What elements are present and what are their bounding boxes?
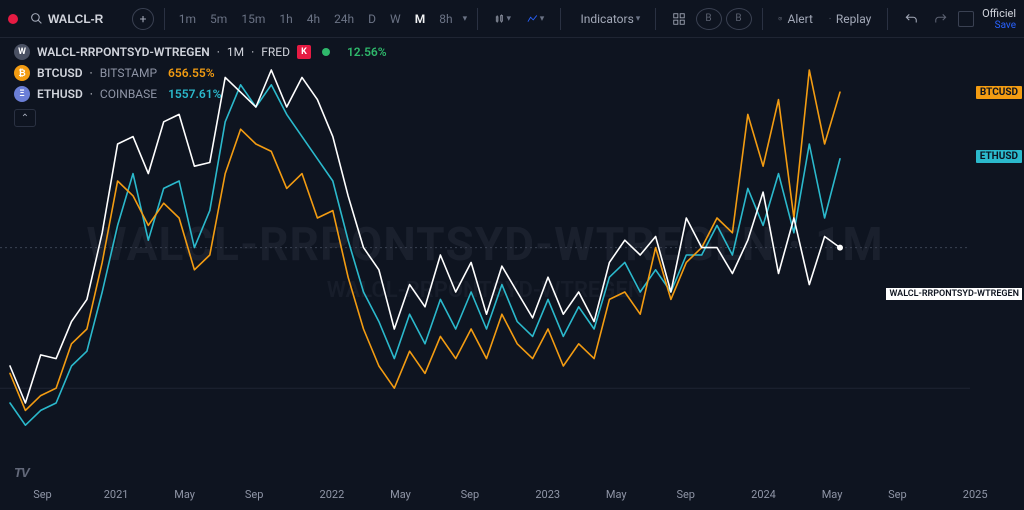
xlabel: 2025 <box>963 488 988 501</box>
timeframe-1h[interactable]: 1h <box>275 12 296 26</box>
alert-label: Alert <box>788 12 813 26</box>
legend-main-tf: 1M <box>227 45 244 59</box>
xlabel: 2021 <box>104 488 129 501</box>
line-tool-button[interactable]: ▾ <box>521 6 550 32</box>
timeframe-8h[interactable]: 8h <box>435 12 456 26</box>
replay-button[interactable]: Replay <box>823 6 877 32</box>
xlabel: Sep <box>33 488 52 501</box>
xlabel: 2023 <box>535 488 560 501</box>
symbol-search[interactable] <box>24 6 126 32</box>
legend-main-pct: 12.56% <box>347 45 387 59</box>
legend-btc-pct: 656.55% <box>168 66 215 80</box>
legend-main-badge: W <box>14 44 30 60</box>
top-toolbar: + 1m 5m 15m 1h 4h 24h DWM 8h ▾ ▾ ▾ Indicators ▾… <box>0 0 1024 38</box>
legend-btc-src: BITSTAMP <box>100 66 157 80</box>
chart-legend: W WALCL-RRPONTSYD-WTREGEN · 1M · FRED K … <box>14 44 387 127</box>
indicators-button[interactable]: Indicators ▾ <box>571 6 645 32</box>
tv-dot-icon <box>8 14 18 24</box>
price-scale[interactable]: BTCUSD ETHUSD <box>970 0 1022 510</box>
timeframe-1m[interactable]: 1m <box>175 12 200 26</box>
symbol-input[interactable] <box>48 12 120 26</box>
app-root: + 1m5m15m1h4h24hDWM8h ▾ ▾ ▾ Indicators ▾… <box>0 0 1024 510</box>
timeframe-15m[interactable]: 15m <box>237 12 269 26</box>
timeframe-24h[interactable]: 24h <box>330 12 358 26</box>
timeframe-group: 1m 5m 15m 1h 4h 24h DWM 8h <box>175 12 457 26</box>
legend-collapse-button[interactable]: ⌃ <box>14 109 36 127</box>
undo-button[interactable] <box>898 6 924 32</box>
xlabel: May <box>822 488 843 501</box>
timeframe-5m[interactable]: 5m <box>206 12 231 26</box>
redo-button[interactable] <box>928 6 954 32</box>
legend-main-source: FRED <box>261 45 290 59</box>
add-symbol-button[interactable]: + <box>132 8 154 30</box>
legend-btc-symbol: BTCUSD <box>37 66 83 80</box>
xlabel: Sep <box>245 488 264 501</box>
timeframe-W[interactable]: W <box>386 12 405 26</box>
search-icon <box>30 12 43 25</box>
alert-button[interactable]: Alert <box>772 6 819 32</box>
chip-eth: ETHUSD <box>976 150 1022 163</box>
timeframe-M[interactable]: M <box>411 12 430 26</box>
line-chart-icon <box>527 11 538 27</box>
replay-icon <box>829 12 831 25</box>
xlabel: Sep <box>676 488 695 501</box>
status-dot-icon <box>322 48 330 56</box>
circle-b-button-1[interactable]: B <box>696 8 722 30</box>
tf-dropdown-icon[interactable]: ▾ <box>463 14 468 24</box>
replay-label: Replay <box>836 12 872 26</box>
legend-eth-row[interactable]: Ξ ETHUSD · COINBASE 1557.61% <box>14 86 387 102</box>
indicators-label: Indicators <box>580 12 633 26</box>
legend-main-row[interactable]: W WALCL-RRPONTSYD-WTREGEN · 1M · FRED K … <box>14 44 387 60</box>
legend-eth-symbol: ETHUSD <box>37 87 83 101</box>
legend-main-symbol: WALCL-RRPONTSYD-WTREGEN <box>37 45 210 59</box>
xlabel: Sep <box>461 488 480 501</box>
timeframe-D[interactable]: D <box>364 12 380 26</box>
redo-icon <box>934 12 948 26</box>
xlabel: 2022 <box>320 488 345 501</box>
legend-eth-pct: 1557.61% <box>168 87 221 101</box>
alert-icon <box>778 11 782 26</box>
xlabel: May <box>606 488 627 501</box>
candles-icon <box>494 11 505 27</box>
btc-badge-icon: ₿ <box>14 65 30 81</box>
legend-eth-src: COINBASE <box>100 87 157 101</box>
chip-btc: BTCUSD <box>976 86 1022 99</box>
tradingview-logo[interactable]: TV <box>14 465 29 480</box>
xlabel: May <box>390 488 411 501</box>
xlabel: 2024 <box>751 488 776 501</box>
xlabel: May <box>174 488 195 501</box>
timeframe-4h[interactable]: 4h <box>303 12 324 26</box>
eth-badge-icon: Ξ <box>14 86 30 102</box>
chip-main: WALCL-RRPONTSYD-WTREGEN <box>886 288 1022 300</box>
legend-btc-row[interactable]: ₿ BTCUSD · BITSTAMP 656.55% <box>14 65 387 81</box>
templates-button[interactable] <box>666 6 692 32</box>
undo-icon <box>904 12 918 26</box>
grid-icon <box>672 12 686 26</box>
xlabel: Sep <box>888 488 907 501</box>
circle-b-button-2[interactable]: B <box>726 8 752 30</box>
candle-type-button[interactable]: ▾ <box>488 6 517 32</box>
k-badge-icon: K <box>297 45 311 59</box>
